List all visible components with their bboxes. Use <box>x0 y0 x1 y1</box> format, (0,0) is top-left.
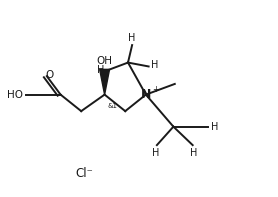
Text: N: N <box>141 88 151 101</box>
Text: HO: HO <box>8 90 23 100</box>
Text: H: H <box>211 122 219 132</box>
Text: &1: &1 <box>108 103 118 109</box>
Text: H: H <box>128 33 136 43</box>
Polygon shape <box>100 69 110 95</box>
Text: H: H <box>190 148 198 158</box>
Text: H: H <box>152 148 159 158</box>
Text: Cl⁻: Cl⁻ <box>75 167 93 180</box>
Text: OH: OH <box>96 57 113 66</box>
Text: +: + <box>152 85 159 94</box>
Text: O: O <box>45 70 54 80</box>
Text: H: H <box>97 65 104 75</box>
Text: H: H <box>151 60 158 71</box>
